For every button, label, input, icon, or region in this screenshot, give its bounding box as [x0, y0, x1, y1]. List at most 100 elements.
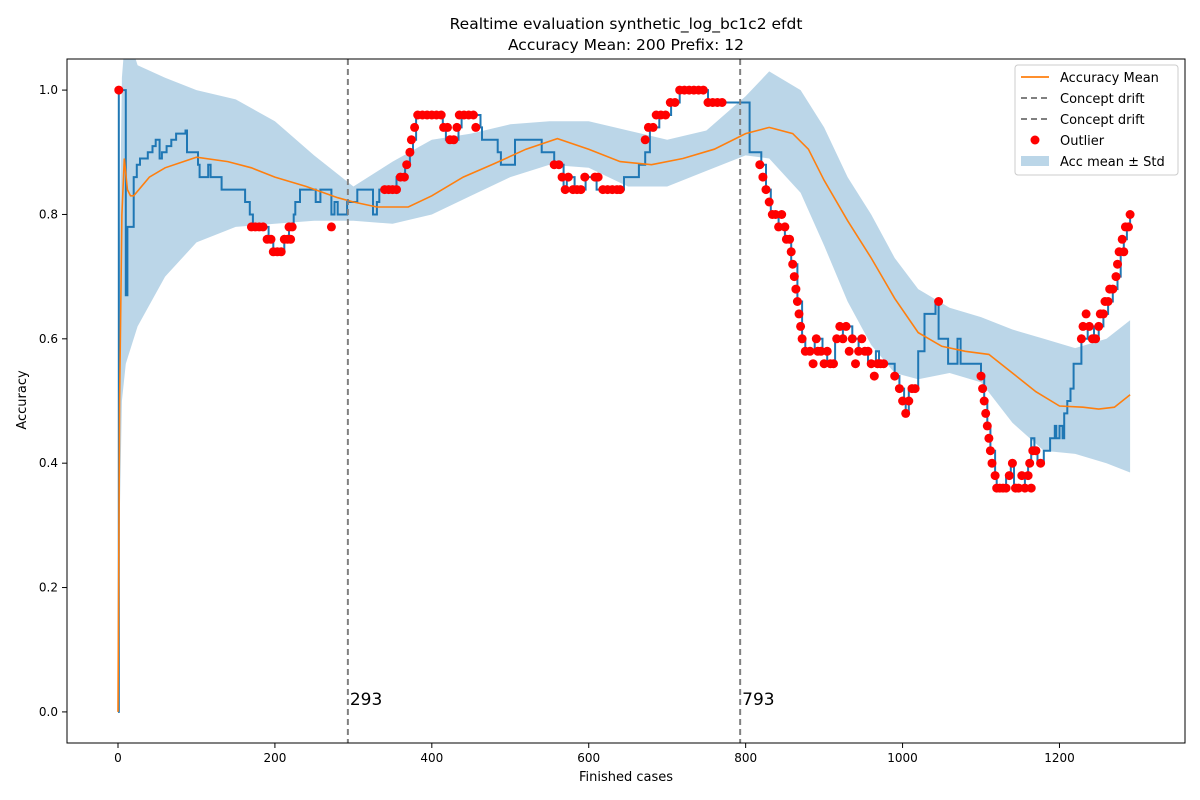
- legend-handle-outlier: [1030, 135, 1040, 145]
- legend-label: Concept drift: [1060, 113, 1145, 128]
- outlier-point: [1125, 210, 1135, 219]
- outlier-point: [910, 384, 920, 394]
- outlier-point: [717, 98, 727, 107]
- outlier-point: [557, 172, 567, 182]
- outlier-point: [819, 359, 829, 369]
- x-tick-label: 1200: [1044, 751, 1075, 765]
- outlier-point: [985, 446, 995, 456]
- legend-box: [1014, 64, 1179, 176]
- outlier-point: [560, 185, 570, 195]
- outlier-point: [1076, 334, 1086, 344]
- std-band: [118, 59, 1131, 712]
- outlier-point: [436, 110, 446, 120]
- y-axis: 0.0 0.2 0.4 0.6 0.8 1.0: [39, 83, 67, 719]
- outlier-point: [976, 371, 986, 381]
- outlier-point: [791, 284, 801, 294]
- outlier-point: [987, 458, 997, 468]
- outlier-point: [580, 172, 590, 182]
- chart-title: Realtime evaluation synthetic_log_bc1c2 …: [450, 15, 803, 34]
- x-tick-label: 600: [577, 751, 600, 765]
- outlier-point: [866, 359, 876, 369]
- outlier-point: [811, 334, 821, 344]
- outlier-point: [1004, 471, 1014, 481]
- outlier-point: [808, 359, 818, 369]
- outlier-point: [615, 185, 625, 195]
- outlier-point: [1119, 247, 1129, 257]
- outlier-point: [835, 321, 845, 331]
- plot-frame: [66, 58, 1186, 744]
- outlier-point: [832, 334, 842, 344]
- legend-label: Acc mean ± Std: [1060, 155, 1165, 170]
- concept-drift-label-1: 293: [350, 690, 382, 710]
- outlier-point: [452, 122, 462, 132]
- outlier-point: [266, 234, 276, 244]
- outlier-point: [1098, 309, 1108, 319]
- outlier-point: [406, 135, 416, 145]
- outlier-point: [777, 210, 787, 219]
- outlier-point: [796, 321, 806, 331]
- plot-area: 293 793: [114, 59, 1135, 743]
- outlier-point: [326, 222, 336, 232]
- outlier-point: [1020, 483, 1030, 493]
- outlier-point: [670, 98, 680, 107]
- outlier-point: [576, 185, 586, 195]
- outlier-point: [901, 408, 911, 418]
- outlier-point: [1025, 458, 1035, 468]
- outlier-point: [847, 334, 857, 344]
- outlier-point: [805, 346, 815, 356]
- x-tick-label: 0: [114, 751, 122, 765]
- legend-handle-band: [1021, 156, 1049, 166]
- outlier-point: [392, 185, 401, 195]
- legend: Accuracy Mean Concept drift Concept drift O…: [1014, 64, 1179, 176]
- concept-drift-label-2: 793: [742, 690, 774, 710]
- outlier-point: [1001, 483, 1011, 493]
- outlier-point: [1031, 446, 1041, 456]
- outlier-point: [774, 222, 784, 232]
- outlier-point: [984, 433, 994, 443]
- outlier-point: [276, 247, 286, 257]
- outlier-point: [661, 110, 671, 120]
- outlier-point: [792, 297, 802, 306]
- outlier-point: [978, 384, 988, 394]
- x-axis-label: Finished cases: [579, 770, 673, 785]
- outlier-point: [979, 396, 989, 406]
- outlier-point: [1078, 321, 1088, 331]
- outlier-point: [410, 122, 420, 132]
- outlier-point: [1113, 259, 1122, 269]
- outlier-point: [755, 160, 765, 170]
- y-tick-label: 0.8: [39, 207, 58, 221]
- outlier-point: [471, 122, 481, 132]
- outlier-point: [822, 346, 832, 356]
- outlier-point: [854, 346, 864, 356]
- outlier-point: [1026, 483, 1036, 493]
- outlier-point: [399, 172, 409, 182]
- outlier-point: [590, 172, 600, 182]
- outlier-point: [1108, 284, 1118, 294]
- outlier-point: [764, 197, 774, 207]
- outlier-point: [286, 234, 296, 244]
- outlier-point: [841, 321, 851, 331]
- outlier-point: [789, 272, 799, 282]
- x-axis: 0 200 400 600 800 1000 1200: [114, 743, 1075, 765]
- outlier-point: [1007, 458, 1017, 468]
- outlier-point: [1091, 334, 1101, 344]
- outlier-point: [405, 147, 415, 157]
- y-axis-label: Accuracy: [15, 370, 30, 430]
- outlier-point: [761, 185, 771, 195]
- outlier-point: [890, 371, 900, 381]
- outlier-point: [1084, 321, 1094, 331]
- x-tick-label: 1000: [887, 751, 918, 765]
- outlier-point: [904, 396, 914, 406]
- outlier-point: [829, 359, 838, 369]
- outlier-point: [1017, 471, 1027, 481]
- outlier-point: [114, 85, 124, 95]
- outlier-point: [786, 247, 796, 257]
- outlier-point: [797, 334, 807, 344]
- y-tick-label: 1.0: [39, 83, 58, 97]
- outlier-point: [780, 222, 790, 232]
- outlier-point: [990, 471, 1000, 481]
- outlier-point: [794, 309, 804, 319]
- outlier-point: [771, 210, 780, 219]
- outlier-point: [402, 160, 412, 170]
